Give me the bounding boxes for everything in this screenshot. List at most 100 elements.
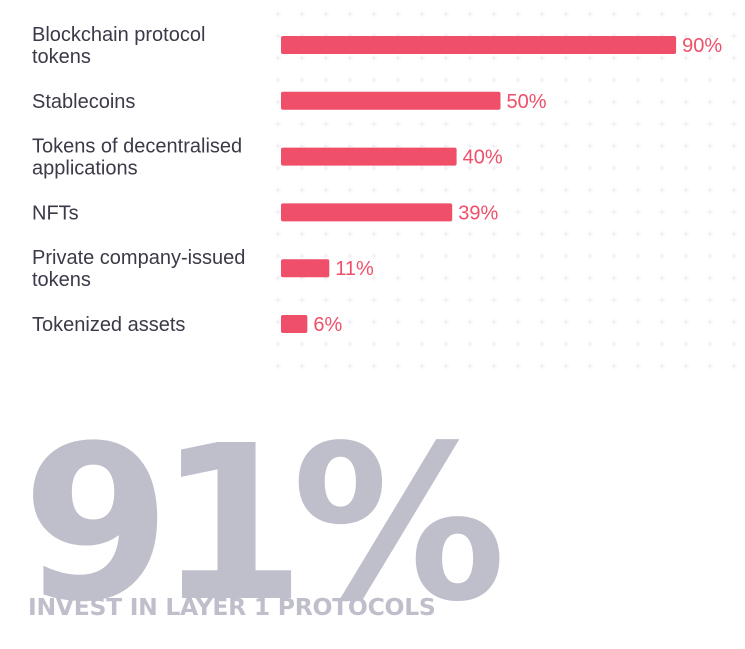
grid-cross-mark bbox=[659, 319, 665, 325]
grid-cross-mark bbox=[731, 33, 737, 39]
grid-cross-mark bbox=[371, 231, 377, 237]
grid-cross-mark bbox=[635, 11, 641, 17]
grid-cross-mark bbox=[515, 341, 521, 347]
grid-cross-mark bbox=[563, 319, 569, 325]
grid-cross-mark bbox=[347, 187, 353, 193]
grid-cross-mark bbox=[563, 55, 569, 61]
grid-cross-mark bbox=[659, 231, 665, 237]
grid-cross-mark bbox=[491, 297, 497, 303]
grid-cross-mark bbox=[707, 341, 713, 347]
grid-cross-mark bbox=[587, 121, 593, 127]
grid-cross-mark bbox=[443, 275, 449, 281]
grid-cross-mark bbox=[563, 143, 569, 149]
grid-cross-mark bbox=[563, 231, 569, 237]
grid-cross-mark bbox=[683, 319, 689, 325]
grid-cross-mark bbox=[683, 253, 689, 259]
category-label-5-line-0: Tokenized assets bbox=[32, 314, 185, 336]
grid-cross-mark bbox=[323, 297, 329, 303]
grid-cross-mark bbox=[275, 253, 281, 259]
grid-cross-mark bbox=[707, 297, 713, 303]
grid-cross-mark bbox=[443, 55, 449, 61]
grid-cross-mark bbox=[683, 187, 689, 193]
grid-cross-mark bbox=[515, 77, 521, 83]
category-label-4-line-0: Private company-issued bbox=[32, 247, 245, 269]
grid-cross-mark bbox=[443, 297, 449, 303]
grid-cross-mark bbox=[443, 187, 449, 193]
grid-cross-mark bbox=[419, 121, 425, 127]
value-label-2: 40% bbox=[463, 147, 503, 169]
chart-bars bbox=[281, 36, 677, 333]
grid-cross-mark bbox=[683, 341, 689, 347]
grid-cross-mark bbox=[395, 187, 401, 193]
grid-cross-mark bbox=[563, 165, 569, 171]
grid-cross-mark bbox=[611, 297, 617, 303]
grid-cross-mark bbox=[587, 209, 593, 215]
value-label-5: 6% bbox=[313, 314, 342, 336]
grid-cross-mark bbox=[467, 231, 473, 237]
grid-cross-mark bbox=[275, 55, 281, 61]
grid-cross-mark bbox=[419, 253, 425, 259]
grid-cross-mark bbox=[299, 11, 305, 17]
grid-cross-mark bbox=[731, 187, 737, 193]
grid-cross-mark bbox=[587, 363, 593, 369]
grid-cross-mark bbox=[635, 209, 641, 215]
grid-cross-mark bbox=[275, 209, 281, 215]
bar-0 bbox=[281, 36, 677, 54]
grid-cross-mark bbox=[323, 231, 329, 237]
bar-5 bbox=[281, 315, 308, 333]
grid-cross-mark bbox=[611, 363, 617, 369]
value-label-3: 39% bbox=[458, 202, 498, 224]
grid-cross-mark bbox=[659, 77, 665, 83]
grid-cross-mark bbox=[323, 187, 329, 193]
grid-cross-mark bbox=[659, 363, 665, 369]
grid-cross-mark bbox=[635, 275, 641, 281]
grid-cross-mark bbox=[659, 143, 665, 149]
grid-cross-mark bbox=[611, 11, 617, 17]
grid-cross-mark bbox=[731, 231, 737, 237]
grid-cross-mark bbox=[491, 55, 497, 61]
grid-cross-mark bbox=[395, 165, 401, 171]
grid-cross-mark bbox=[467, 187, 473, 193]
grid-cross-mark bbox=[659, 55, 665, 61]
grid-cross-mark bbox=[467, 297, 473, 303]
grid-cross-mark bbox=[491, 275, 497, 281]
grid-cross-mark bbox=[587, 319, 593, 325]
grid-cross-mark bbox=[707, 253, 713, 259]
grid-cross-mark bbox=[683, 77, 689, 83]
grid-cross-mark bbox=[467, 77, 473, 83]
grid-cross-mark bbox=[587, 253, 593, 259]
grid-cross-mark bbox=[659, 165, 665, 171]
grid-cross-mark bbox=[443, 231, 449, 237]
grid-cross-mark bbox=[515, 165, 521, 171]
chart-category-labels: Blockchain protocoltokensStablecoinsToke… bbox=[32, 24, 245, 336]
grid-cross-mark bbox=[707, 165, 713, 171]
grid-cross-mark bbox=[443, 11, 449, 17]
grid-cross-mark bbox=[587, 275, 593, 281]
grid-cross-mark bbox=[659, 99, 665, 105]
grid-cross-mark bbox=[347, 341, 353, 347]
grid-cross-mark bbox=[275, 363, 281, 369]
grid-cross-mark bbox=[491, 341, 497, 347]
grid-cross-mark bbox=[323, 363, 329, 369]
grid-cross-mark bbox=[299, 341, 305, 347]
grid-cross-mark bbox=[731, 77, 737, 83]
grid-cross-mark bbox=[347, 55, 353, 61]
grid-cross-mark bbox=[539, 11, 545, 17]
grid-cross-mark bbox=[731, 275, 737, 281]
grid-cross-mark bbox=[467, 121, 473, 127]
grid-cross-mark bbox=[539, 121, 545, 127]
grid-cross-mark bbox=[635, 99, 641, 105]
grid-cross-mark bbox=[683, 231, 689, 237]
grid-cross-mark bbox=[371, 11, 377, 17]
grid-cross-mark bbox=[419, 363, 425, 369]
grid-cross-mark bbox=[587, 11, 593, 17]
grid-cross-mark bbox=[275, 275, 281, 281]
grid-cross-mark bbox=[563, 121, 569, 127]
grid-cross-mark bbox=[515, 99, 521, 105]
bar-3 bbox=[281, 203, 453, 222]
grid-cross-mark bbox=[443, 165, 449, 171]
grid-cross-mark bbox=[707, 187, 713, 193]
grid-cross-mark bbox=[731, 297, 737, 303]
grid-cross-mark bbox=[731, 319, 737, 325]
category-label-4-line-1: tokens bbox=[32, 269, 91, 291]
